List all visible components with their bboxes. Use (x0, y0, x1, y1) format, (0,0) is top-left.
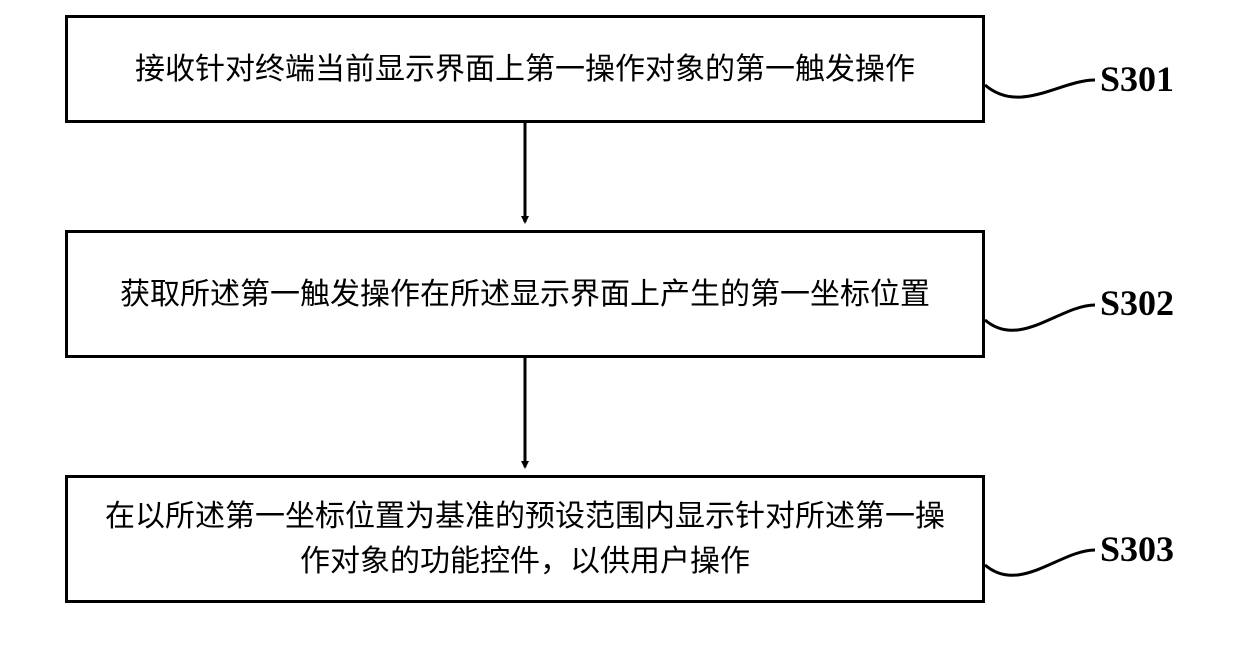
flowchart-label-s303: S303 (1100, 528, 1174, 570)
flowchart-node-s302: 获取所述第一触发操作在所述显示界面上产生的第一坐标位置 (65, 230, 985, 358)
flowchart-node-text: 接收针对终端当前显示界面上第一操作对象的第一触发操作 (135, 47, 915, 92)
flowchart-label-s301: S301 (1100, 58, 1174, 100)
flowchart-label-text: S301 (1100, 59, 1174, 99)
flowchart-canvas: 接收针对终端当前显示界面上第一操作对象的第一触发操作 S301 获取所述第一触发… (0, 0, 1240, 647)
flowchart-label-text: S303 (1100, 529, 1174, 569)
flowchart-node-s301: 接收针对终端当前显示界面上第一操作对象的第一触发操作 (65, 15, 985, 123)
flowchart-label-connectors (985, 80, 1095, 575)
flowchart-node-text: 获取所述第一触发操作在所述显示界面上产生的第一坐标位置 (120, 272, 930, 317)
flowchart-label-text: S302 (1100, 283, 1174, 323)
flowchart-node-s303: 在以所述第一坐标位置为基准的预设范围内显示针对所述第一操作对象的功能控件，以供用… (65, 475, 985, 603)
flowchart-label-s302: S302 (1100, 282, 1174, 324)
flowchart-node-text: 在以所述第一坐标位置为基准的预设范围内显示针对所述第一操作对象的功能控件，以供用… (92, 494, 958, 584)
